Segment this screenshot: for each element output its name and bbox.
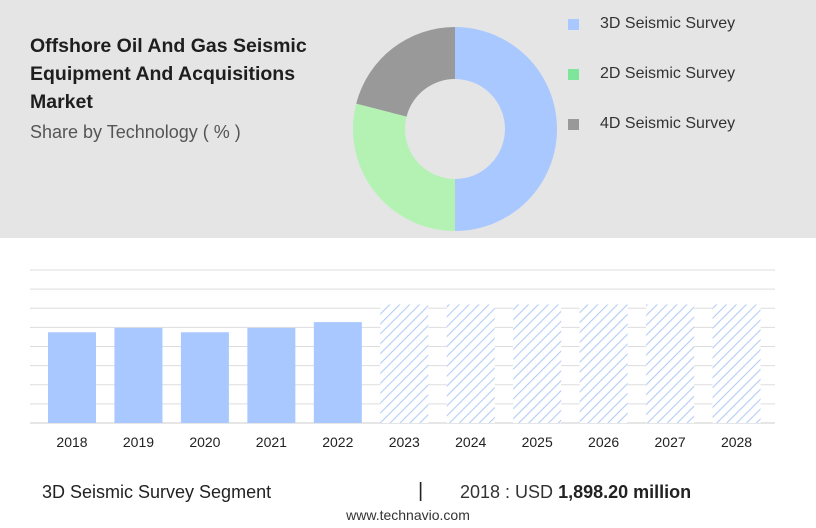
bar-2019: [114, 327, 163, 423]
legend-label: 2D Seismic Survey: [600, 65, 736, 82]
x-tick-label: 2020: [189, 434, 220, 450]
footer-separator: |: [418, 480, 424, 502]
x-tick-label: 2023: [389, 434, 420, 450]
donut-chart: [353, 27, 557, 231]
legend-swatch: [568, 19, 579, 30]
legend-swatch: [568, 69, 579, 80]
bar-2021: [247, 327, 296, 423]
segment-label: 3D Seismic Survey Segment: [42, 482, 272, 502]
legend-label: 4D Seismic Survey: [600, 115, 736, 132]
x-tick-label: 2024: [455, 434, 486, 450]
donut-slice-2d-seismic-survey: [353, 103, 455, 231]
chart-subtitle: Share by Technology ( % ): [30, 122, 241, 142]
legend-swatch: [568, 119, 579, 130]
forecast-bar-2023: [380, 304, 429, 423]
x-tick-label: 2022: [322, 434, 353, 450]
x-tick-label: 2026: [588, 434, 619, 450]
forecast-bar-2027: [646, 304, 695, 423]
bar-2022: [313, 322, 362, 423]
segment-value: 2018 : USD 1,898.20 million: [460, 482, 691, 503]
chart-title: Offshore Oil And Gas Seismic Equipment A…: [30, 35, 307, 113]
x-tick-label: 2028: [721, 434, 752, 450]
bar-2018: [48, 332, 96, 423]
forecast-bar-2026: [579, 304, 628, 423]
x-tick-label: 2027: [655, 434, 686, 450]
value-amount: 1,898.20 million: [558, 482, 692, 502]
x-tick-label: 2019: [123, 434, 154, 450]
x-tick-label: 2025: [522, 434, 553, 450]
donut-slice-4d-seismic-survey: [356, 27, 455, 117]
forecast-bar-2025: [513, 304, 562, 423]
x-tick-label: 2021: [256, 434, 287, 450]
forecast-bar-2028: [712, 304, 761, 423]
year-label: 2018 : USD: [460, 482, 554, 502]
x-tick-label: 2018: [56, 434, 87, 450]
bar-2020: [180, 332, 229, 423]
forecast-bar-2024: [446, 304, 495, 423]
bar-chart: 2018 2019 2020 2021 2022 2023 2024 2025 2026 2027…: [30, 269, 775, 450]
donut-slice-3d-seismic-survey: [455, 27, 557, 231]
site-url: www.technavio.com: [346, 507, 470, 523]
legend-label: 3D Seismic Survey: [600, 15, 736, 32]
